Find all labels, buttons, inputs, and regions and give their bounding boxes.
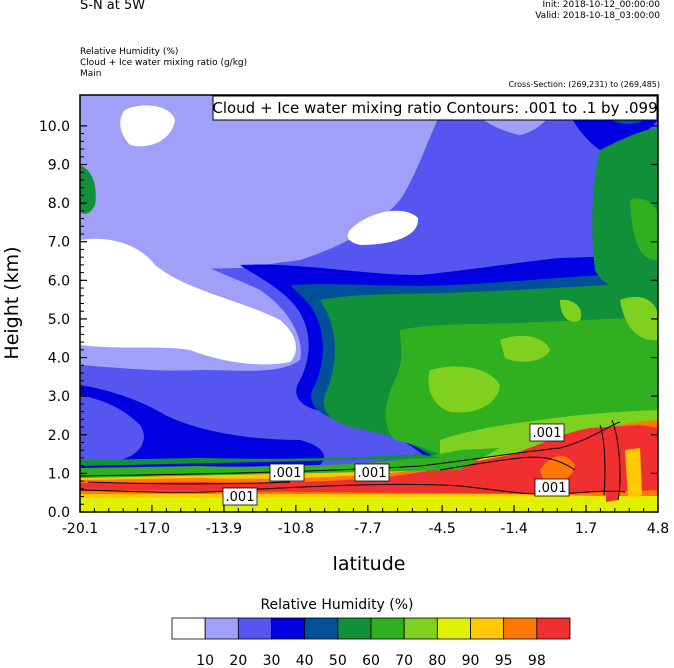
- y-tick-label: 6.0: [48, 273, 70, 289]
- colorbar-swatch: [171, 617, 206, 640]
- y-tick-label: 4.0: [48, 351, 70, 367]
- y-tick-label: 8.0: [48, 196, 70, 212]
- colorbar-swatch: [436, 617, 471, 640]
- colorbar-label: 10: [196, 653, 214, 668]
- x-axis-title: latitude: [333, 553, 406, 575]
- colorbar-swatch: [304, 617, 339, 640]
- contour-value-label: .001: [358, 466, 387, 481]
- y-tick-label: 7.0: [48, 235, 70, 251]
- y-tick-label: 5.0: [48, 312, 70, 328]
- colorbar-swatch: [403, 617, 438, 640]
- x-tick-label: -13.9: [206, 521, 242, 537]
- colorbar-swatch: [271, 617, 306, 640]
- contour-label-boxes: [222, 423, 570, 506]
- y-tick-label: 0.0: [48, 505, 70, 521]
- colorbar-swatch: [204, 617, 239, 640]
- field-label-cloud: Cloud + Ice water mixing ratio (g/kg): [80, 58, 248, 68]
- x-tick-label: 1.7: [575, 521, 597, 537]
- y-axis-title: Height (km): [1, 246, 23, 359]
- contour-title-box: [212, 95, 658, 121]
- x-tick-label: -10.8: [278, 521, 314, 537]
- colorbar-label: 50: [329, 653, 347, 668]
- colorbar-title: Relative Humidity (%): [260, 597, 414, 613]
- colorbar-label: 40: [296, 653, 314, 668]
- y-tick-label: 10.0: [39, 119, 70, 135]
- colorbar-label: 95: [495, 653, 513, 668]
- colorbar-swatch: [503, 617, 538, 640]
- y-tick-label: 1.0: [48, 466, 70, 482]
- valid-time: Valid: 2018-10-18_03:00:00: [535, 11, 660, 21]
- cross-section-label: Cross-Section: (269,231) to (269,485): [508, 80, 660, 89]
- x-tick-label: 4.8: [647, 521, 669, 537]
- colorbar-swatch: [470, 617, 505, 640]
- contour-title: Cloud + Ice water mixing ratio Contours:…: [212, 99, 657, 117]
- colorbar-swatch: [536, 617, 571, 640]
- colorbar-swatch: [370, 617, 405, 640]
- contour-value-label: .001: [533, 426, 562, 441]
- colorbar-label: 90: [462, 653, 480, 668]
- field-label-rh: Relative Humidity (%): [80, 47, 179, 57]
- contour-value-label: .001: [273, 466, 302, 481]
- contour-value-label: .001: [538, 481, 567, 496]
- x-tick-label: -20.1: [62, 521, 98, 537]
- colorbar-swatch: [337, 617, 372, 640]
- colorbar-label: 98: [528, 653, 546, 668]
- colorbar-label: 70: [395, 653, 413, 668]
- colorbar-label: 80: [428, 653, 446, 668]
- y-tick-label: 2.0: [48, 428, 70, 444]
- colorbar-label: 60: [362, 653, 380, 668]
- contour-value-label: .001: [226, 490, 255, 505]
- init-time: Init: 2018-10-12_00:00:00: [542, 0, 660, 10]
- x-tick-label: -17.0: [134, 521, 170, 537]
- colorbar-label: 20: [229, 653, 247, 668]
- colorbar-label: 30: [263, 653, 281, 668]
- y-tick-label: 3.0: [48, 389, 70, 405]
- colorbar-swatch: [237, 617, 272, 640]
- y-tick-label: 9.0: [48, 158, 70, 174]
- x-tick-label: -7.7: [354, 521, 381, 537]
- plot-title: S-N at 5W: [80, 0, 146, 13]
- rh-field: .001 .001 .001 .001 .001: [80, 95, 658, 512]
- field-label-main: Main: [80, 69, 102, 79]
- x-tick-label: -4.5: [428, 521, 455, 537]
- x-tick-label: -1.4: [500, 521, 527, 537]
